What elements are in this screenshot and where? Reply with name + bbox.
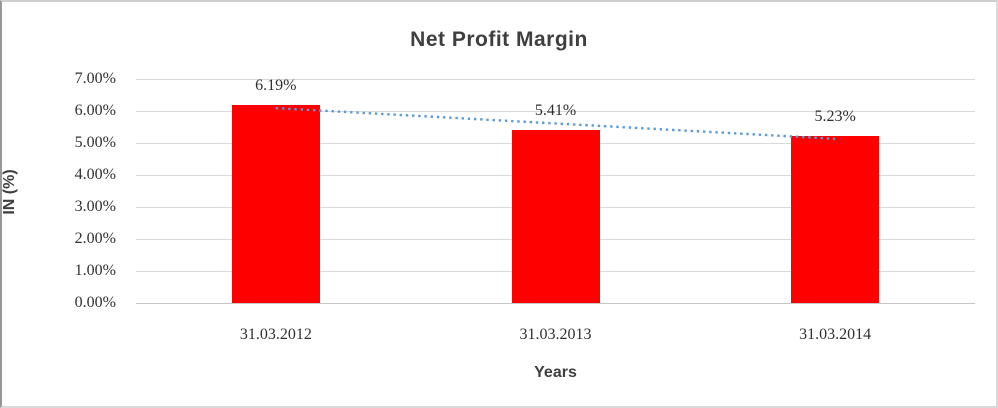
x-tick-label: 31.03.2012 — [239, 326, 312, 343]
y-tick-label: 2.00% — [74, 230, 116, 247]
data-label: 5.41% — [534, 101, 577, 119]
y-tick-label: 7.00% — [74, 70, 116, 87]
chart-title: Net Profit Margin — [410, 28, 588, 51]
data-label: 6.19% — [255, 76, 297, 94]
bar-31.03.2014 — [791, 135, 880, 303]
y-tick-label: 4.00% — [74, 166, 116, 183]
x-axis-title: Years — [534, 364, 577, 381]
bar-31.03.2013 — [511, 129, 600, 303]
y-tick-label: 0.00% — [74, 294, 116, 311]
y-tick-label: 5.00% — [74, 134, 116, 151]
x-tick-label: 31.03.2013 — [519, 326, 592, 343]
y-tick-label: 1.00% — [74, 262, 116, 279]
gridline — [136, 302, 975, 304]
y-tick-label: 6.00% — [74, 102, 116, 119]
data-label: 5.23% — [814, 107, 856, 125]
bar-31.03.2012 — [231, 104, 320, 303]
y-axis-title: IN (%) — [1, 169, 18, 215]
gridline — [136, 78, 975, 80]
x-tick-label: 31.03.2014 — [799, 326, 872, 343]
y-tick-label: 3.00% — [74, 198, 116, 215]
